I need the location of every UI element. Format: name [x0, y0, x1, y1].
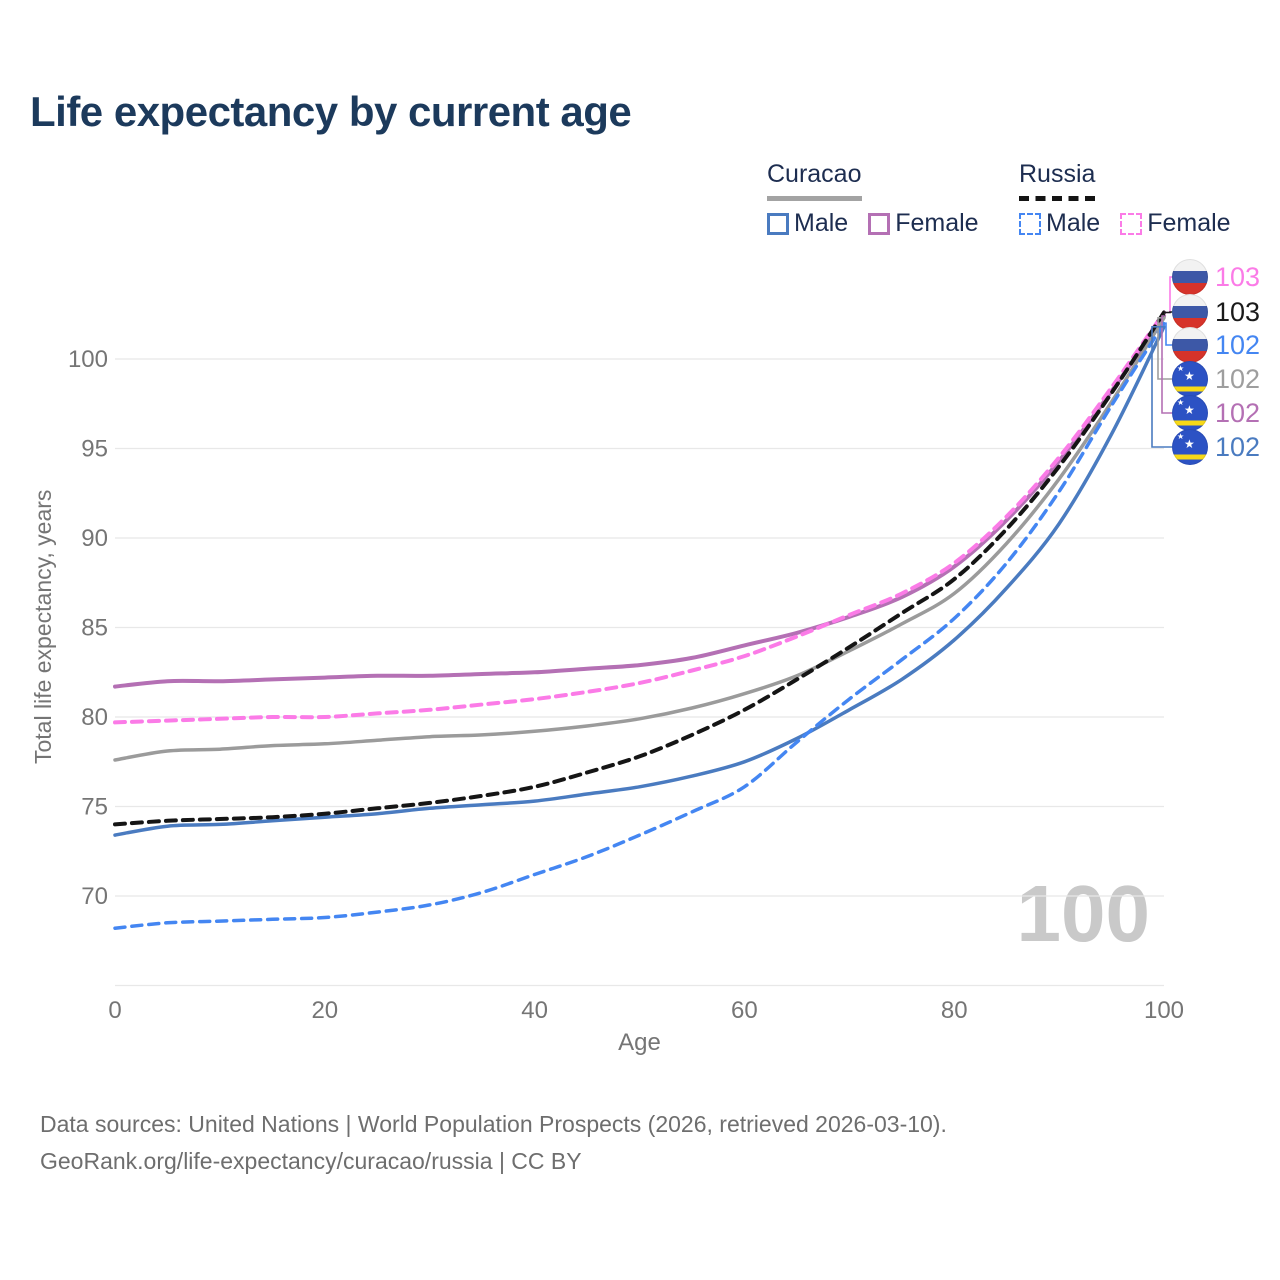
x-axis-title: Age — [618, 1029, 661, 1056]
legend-group-curacao: Curacao Male Female — [767, 160, 979, 238]
star-icon: ★ — [1177, 432, 1185, 441]
star-icon: ★ — [1184, 403, 1195, 417]
y-tick-label: 90 — [81, 525, 108, 552]
legend-item-curacao-male[interactable]: Male — [767, 209, 848, 238]
end-label-value: 103 — [1215, 261, 1261, 292]
end-label-connector — [1164, 276, 1172, 314]
star-icon: ★ — [1177, 398, 1185, 407]
end-label-row-russia_female: 103 — [1172, 259, 1260, 295]
legend-label: Female — [1147, 209, 1231, 237]
x-tick-label: 0 — [108, 997, 121, 1024]
y-axis-title: Total life expectancy, years — [30, 489, 56, 765]
russia-flag-icon — [1172, 294, 1208, 330]
x-tick-label: 40 — [521, 997, 548, 1024]
y-tick-label: 100 — [68, 346, 108, 373]
series-line-curacao_total — [113, 316, 1166, 762]
legend-item-russia-female[interactable]: Female — [1120, 209, 1231, 238]
x-tick-label: 80 — [941, 997, 968, 1024]
end-label-connector — [1157, 317, 1172, 380]
y-tick-label: 80 — [81, 704, 108, 731]
curacao-male-swatch-icon — [767, 212, 789, 235]
russia-flag-icon — [1172, 259, 1208, 295]
legend-country-russia: Russia — [1019, 160, 1096, 201]
star-icon: ★ — [1177, 364, 1185, 373]
russia-flag-icon — [1172, 327, 1208, 363]
footer: Data sources: United Nations | World Pop… — [40, 1106, 947, 1180]
x-tick-label: 60 — [731, 997, 758, 1024]
legend-label: Male — [1046, 209, 1101, 237]
y-tick-label: 75 — [81, 794, 108, 821]
end-label-connector — [1151, 326, 1172, 448]
curacao-flag-icon: ★ ★ — [1172, 395, 1208, 431]
y-tick-label: 85 — [81, 615, 108, 642]
star-icon: ★ — [1184, 437, 1195, 451]
end-label-value: 102 — [1215, 329, 1261, 360]
series-line-russia_male — [113, 321, 1166, 930]
legend-label: Female — [895, 209, 979, 237]
end-label-row-curacao_female: ★ ★ 102 — [1172, 395, 1260, 431]
legend-country-curacao: Curacao — [767, 160, 862, 201]
legend-label: Male — [794, 209, 849, 237]
russia-female-swatch-icon — [1120, 212, 1143, 235]
russia-male-swatch-icon — [1019, 212, 1041, 235]
end-label-connector — [1164, 311, 1172, 314]
end-label-value: 102 — [1215, 397, 1261, 428]
end-label-value: 102 — [1215, 431, 1261, 462]
legend-item-curacao-female[interactable]: Female — [868, 209, 979, 238]
age-counter-watermark: 100 — [1016, 869, 1150, 958]
end-label-connector — [1164, 322, 1172, 346]
end-label-value: 102 — [1215, 363, 1261, 394]
x-tick-label: 100 — [1144, 997, 1184, 1024]
end-label-row-curacao_total: ★ ★ 102 — [1172, 361, 1260, 397]
legend-item-russia-male[interactable]: Male — [1019, 209, 1100, 238]
curacao-flag-icon: ★ ★ — [1172, 429, 1208, 465]
page-title: Life expectancy by current age — [30, 88, 632, 135]
footer-attribution-link: GeoRank.org/life-expectancy/curacao/russ… — [40, 1148, 582, 1174]
legend-group-russia: Russia Male Female — [1019, 160, 1231, 238]
x-tick-label: 20 — [311, 997, 338, 1024]
series-line-curacao_female — [113, 314, 1166, 689]
curacao-female-swatch-icon — [868, 212, 891, 235]
series-line-russia_female — [113, 310, 1166, 725]
star-icon: ★ — [1184, 369, 1195, 383]
series-line-russia_total — [113, 310, 1166, 827]
curacao-flag-icon: ★ ★ — [1172, 361, 1208, 397]
end-label-connector — [1161, 315, 1172, 414]
footer-data-sources: Data sources: United Nations | World Pop… — [40, 1111, 947, 1137]
end-label-row-russia_male: 102 — [1172, 327, 1260, 363]
y-tick-label: 70 — [81, 883, 108, 910]
end-label-row-russia_total: 103 — [1172, 294, 1260, 330]
end-label-row-curacao_male: ★ ★ 102 — [1172, 429, 1260, 465]
end-label-value: 103 — [1215, 296, 1261, 327]
y-tick-label: 95 — [81, 436, 108, 463]
series-line-curacao_male — [113, 325, 1166, 837]
